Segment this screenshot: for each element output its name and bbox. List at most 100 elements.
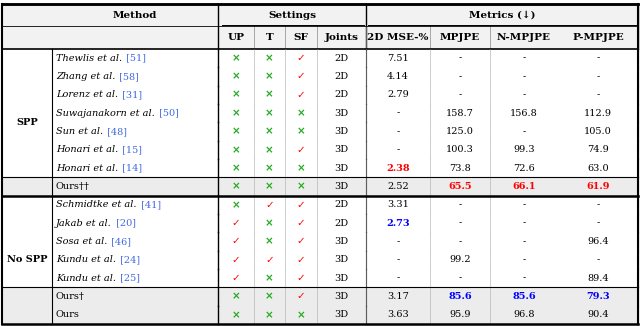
Text: 112.9: 112.9 bbox=[584, 109, 612, 118]
Text: 95.9: 95.9 bbox=[449, 310, 471, 319]
Text: Zhang et al.: Zhang et al. bbox=[56, 72, 115, 81]
Text: -: - bbox=[458, 90, 461, 99]
Text: 125.0: 125.0 bbox=[446, 127, 474, 136]
Text: -: - bbox=[522, 255, 525, 264]
Text: 3D: 3D bbox=[335, 237, 349, 246]
Text: -: - bbox=[596, 255, 600, 264]
Text: ×: × bbox=[232, 291, 241, 302]
Text: Sosa et al.: Sosa et al. bbox=[56, 237, 108, 246]
Text: -: - bbox=[396, 255, 399, 264]
Text: ✓: ✓ bbox=[296, 53, 305, 63]
Text: 2D: 2D bbox=[335, 72, 349, 81]
Text: ×: × bbox=[265, 273, 274, 283]
Text: 99.2: 99.2 bbox=[449, 255, 471, 264]
Text: Schmidtke et al.: Schmidtke et al. bbox=[56, 200, 136, 209]
Text: Lorenz et al.: Lorenz et al. bbox=[56, 90, 118, 99]
Text: -: - bbox=[522, 219, 525, 228]
Text: Sun et al.: Sun et al. bbox=[56, 127, 103, 136]
Text: ×: × bbox=[265, 218, 274, 228]
Text: No SPP: No SPP bbox=[7, 255, 47, 264]
Text: ×: × bbox=[265, 145, 274, 155]
Text: 2D: 2D bbox=[335, 200, 349, 209]
Bar bbox=[2, 196, 638, 214]
Text: ×: × bbox=[232, 126, 241, 136]
Text: 158.7: 158.7 bbox=[446, 109, 474, 118]
Text: 100.3: 100.3 bbox=[446, 145, 474, 154]
Text: ×: × bbox=[232, 182, 241, 191]
Text: ×: × bbox=[265, 53, 274, 63]
Text: ×: × bbox=[232, 108, 241, 118]
Text: [15]: [15] bbox=[119, 145, 142, 154]
Text: [20]: [20] bbox=[113, 219, 136, 228]
Text: ×: × bbox=[265, 310, 274, 320]
Text: 3D: 3D bbox=[335, 255, 349, 264]
Text: ×: × bbox=[232, 145, 241, 155]
Text: ×: × bbox=[296, 126, 305, 136]
Text: -: - bbox=[596, 219, 600, 228]
Text: 3D: 3D bbox=[335, 164, 349, 172]
Text: 3D: 3D bbox=[335, 127, 349, 136]
Text: ×: × bbox=[265, 182, 274, 191]
Text: Honari et al.: Honari et al. bbox=[56, 164, 118, 172]
Bar bbox=[2, 67, 638, 85]
Text: -: - bbox=[458, 237, 461, 246]
Text: -: - bbox=[596, 72, 600, 81]
Text: ✓: ✓ bbox=[265, 200, 274, 210]
Text: 4.14: 4.14 bbox=[387, 72, 409, 81]
Text: Kundu et al.: Kundu et al. bbox=[56, 274, 116, 283]
Text: -: - bbox=[596, 53, 600, 63]
Text: -: - bbox=[522, 90, 525, 99]
Text: ✓: ✓ bbox=[296, 145, 305, 155]
Text: 2D: 2D bbox=[335, 90, 349, 99]
Text: -: - bbox=[522, 53, 525, 63]
Text: 3D: 3D bbox=[335, 292, 349, 301]
Text: ×: × bbox=[265, 90, 274, 100]
Text: -: - bbox=[396, 237, 399, 246]
Bar bbox=[2, 4, 638, 49]
Text: -: - bbox=[396, 145, 399, 154]
Text: ×: × bbox=[232, 53, 241, 63]
Text: -: - bbox=[396, 274, 399, 283]
Bar bbox=[2, 104, 638, 122]
Text: P-MPJPE: P-MPJPE bbox=[572, 33, 624, 42]
Text: Jakab et al.: Jakab et al. bbox=[56, 219, 112, 228]
Bar bbox=[2, 214, 638, 232]
Text: [31]: [31] bbox=[119, 90, 142, 99]
Text: 3.17: 3.17 bbox=[387, 292, 409, 301]
Text: ×: × bbox=[232, 71, 241, 82]
Text: Metrics (↓): Metrics (↓) bbox=[468, 11, 535, 20]
Text: -: - bbox=[596, 90, 600, 99]
Text: 3.63: 3.63 bbox=[387, 310, 409, 319]
Text: 2D: 2D bbox=[335, 53, 349, 63]
Text: SF: SF bbox=[294, 33, 308, 42]
Text: ×: × bbox=[265, 163, 274, 173]
Text: [58]: [58] bbox=[116, 72, 140, 81]
Text: ×: × bbox=[296, 182, 305, 191]
Text: [14]: [14] bbox=[119, 164, 142, 172]
Text: ✓: ✓ bbox=[296, 90, 305, 100]
Text: -: - bbox=[458, 72, 461, 81]
Text: ✓: ✓ bbox=[296, 291, 305, 302]
Text: ✓: ✓ bbox=[296, 273, 305, 283]
Text: ×: × bbox=[265, 291, 274, 302]
Text: ✓: ✓ bbox=[232, 218, 241, 228]
Text: ×: × bbox=[296, 108, 305, 118]
Text: 2.79: 2.79 bbox=[387, 90, 409, 99]
Text: ×: × bbox=[232, 90, 241, 100]
Text: 2.73: 2.73 bbox=[386, 219, 410, 228]
Text: MPJPE: MPJPE bbox=[440, 33, 480, 42]
Text: -: - bbox=[522, 237, 525, 246]
Text: 99.3: 99.3 bbox=[513, 145, 535, 154]
Text: ×: × bbox=[232, 163, 241, 173]
Text: 89.4: 89.4 bbox=[587, 274, 609, 283]
Text: Kundu et al.: Kundu et al. bbox=[56, 255, 116, 264]
Text: 96.4: 96.4 bbox=[587, 237, 609, 246]
Text: 3D: 3D bbox=[335, 182, 349, 191]
Text: 2D MSE-%: 2D MSE-% bbox=[367, 33, 429, 42]
Bar bbox=[2, 122, 638, 141]
Text: Settings: Settings bbox=[268, 11, 316, 20]
Text: [48]: [48] bbox=[104, 127, 127, 136]
Text: [41]: [41] bbox=[138, 200, 161, 209]
Text: 2D: 2D bbox=[335, 219, 349, 228]
Text: 96.8: 96.8 bbox=[513, 310, 535, 319]
